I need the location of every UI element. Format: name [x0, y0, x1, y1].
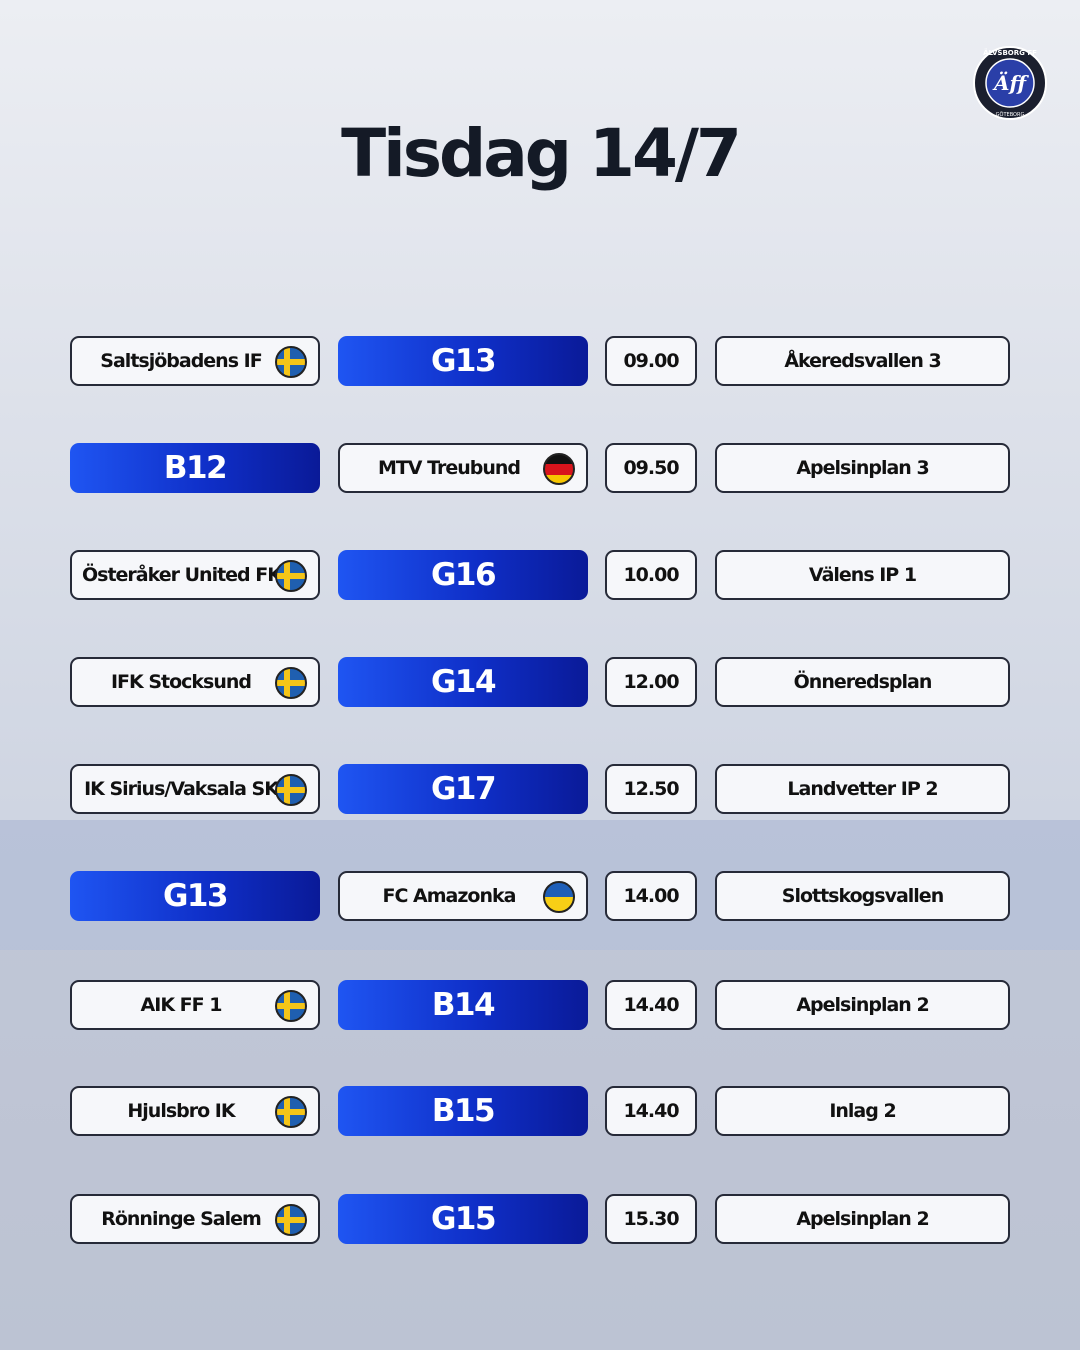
group-badge: B15: [338, 1086, 588, 1136]
flag-stripe: [544, 882, 574, 897]
group-badge: G13: [338, 336, 588, 386]
flag-cross: [276, 680, 306, 686]
flag-border: [275, 346, 307, 378]
flag-body: [544, 882, 574, 912]
team-box: IFK Stocksund: [70, 657, 320, 707]
flag-body: [276, 347, 306, 377]
flag-body: [276, 668, 306, 698]
flag: [275, 560, 307, 592]
flag-border: [275, 1204, 307, 1236]
team-name: FC Amazonka: [382, 885, 517, 907]
kickoff-time: 14.40: [605, 980, 697, 1030]
flag: [543, 881, 575, 913]
venue: Välens IP 1: [715, 550, 1010, 600]
venue: Apelsinplan 3: [715, 443, 1010, 493]
venue: Apelsinplan 2: [715, 1194, 1010, 1244]
flag-cross: [276, 573, 306, 579]
group-badge: B14: [338, 980, 588, 1030]
kickoff-time: 14.40: [605, 1086, 697, 1136]
logo-top-text: ÄLVSBORG FF: [983, 48, 1037, 57]
team-name: Rönninge Salem: [101, 1208, 262, 1230]
flag-border: [275, 1096, 307, 1128]
team-box: AIK FF 1: [70, 980, 320, 1030]
flag-stripe: [544, 897, 574, 912]
flag: [275, 774, 307, 806]
flag-cross: [276, 1109, 306, 1115]
flag-body: [276, 775, 306, 805]
club-logo: ÄLVSBORG FF Äff GÖTEBORG: [973, 46, 1047, 120]
flag: [275, 990, 307, 1022]
group-badge: G13: [70, 871, 320, 921]
team-name: Hjulsbro IK: [127, 1100, 235, 1122]
flag-border: [543, 881, 575, 913]
group-badge: G15: [338, 1194, 588, 1244]
flag-border: [275, 774, 307, 806]
team-box: FC Amazonka: [338, 871, 588, 921]
kickoff-time: 12.50: [605, 764, 697, 814]
team-name: IFK Stocksund: [110, 671, 252, 693]
team-name: Österåker United FK: [82, 564, 282, 586]
flag-cross: [276, 359, 306, 365]
flag-body: [276, 1097, 306, 1127]
flag-border: [543, 453, 575, 485]
flag: [275, 346, 307, 378]
team-name: IK Sirius/Vaksala SK: [84, 778, 279, 800]
flag-body: [276, 1205, 306, 1235]
team-box: Saltsjöbadens IF: [70, 336, 320, 386]
flag-stripe: [544, 464, 574, 475]
team-name: AIK FF 1: [140, 994, 223, 1016]
group-badge: G14: [338, 657, 588, 707]
team-box: Rönninge Salem: [70, 1194, 320, 1244]
flag: [275, 1096, 307, 1128]
flag-cross: [276, 1003, 306, 1009]
team-box: Hjulsbro IK: [70, 1086, 320, 1136]
flag-body: [276, 991, 306, 1021]
team-name: MTV Treubund: [377, 457, 521, 479]
kickoff-time: 14.00: [605, 871, 697, 921]
group-badge: G17: [338, 764, 588, 814]
team-name: Saltsjöbadens IF: [100, 350, 262, 372]
kickoff-time: 09.00: [605, 336, 697, 386]
venue: Apelsinplan 2: [715, 980, 1010, 1030]
logo-bottom-text: GÖTEBORG: [996, 111, 1025, 118]
flag-border: [275, 667, 307, 699]
logo-mark: Äff: [992, 71, 1030, 95]
flag-stripe: [544, 454, 574, 464]
logo-center: [985, 58, 1035, 108]
flag-body: [544, 454, 574, 484]
flag-border: [275, 990, 307, 1022]
venue: Landvetter IP 2: [715, 764, 1010, 814]
kickoff-time: 15.30: [605, 1194, 697, 1244]
flag: [275, 1204, 307, 1236]
venue: Slottskogsvallen: [715, 871, 1010, 921]
group-badge: B12: [70, 443, 320, 493]
venue: Inlag 2: [715, 1086, 1010, 1136]
kickoff-time: 09.50: [605, 443, 697, 493]
flag-cross: [276, 1217, 306, 1223]
group-badge: G16: [338, 550, 588, 600]
kickoff-time: 12.00: [605, 657, 697, 707]
venue: Önneredsplan: [715, 657, 1010, 707]
flag: [275, 667, 307, 699]
team-box: Österåker United FK: [70, 550, 320, 600]
flag-border: [275, 560, 307, 592]
flag-cross: [276, 787, 306, 793]
flag: [543, 453, 575, 485]
team-box: MTV Treubund: [338, 443, 588, 493]
venue: Åkeredsvallen 3: [715, 336, 1010, 386]
team-box: IK Sirius/Vaksala SK: [70, 764, 320, 814]
flag-body: [276, 561, 306, 591]
flag-stripe: [544, 475, 574, 484]
kickoff-time: 10.00: [605, 550, 697, 600]
title: Tisdag 14/7: [341, 115, 742, 192]
